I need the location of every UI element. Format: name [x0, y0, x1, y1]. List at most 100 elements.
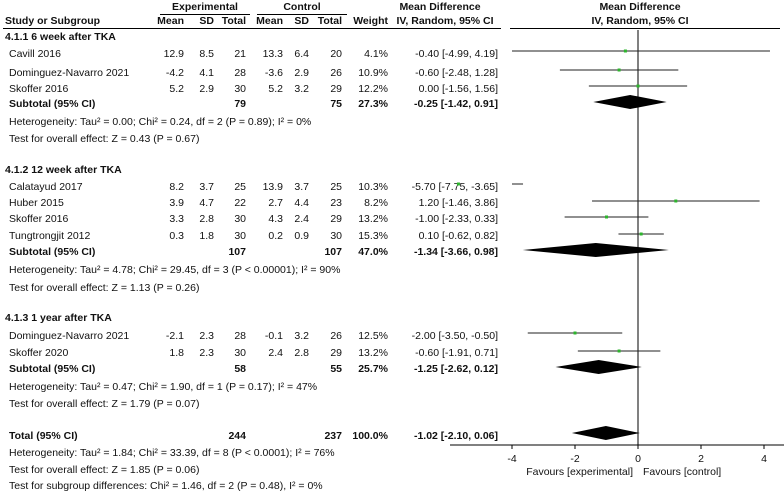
weight: 13.2% [358, 213, 388, 225]
exp-total: 22 [234, 197, 246, 209]
experimental-header: Experimental [172, 1, 238, 13]
ctl-mean: -0.1 [264, 330, 283, 342]
group-title: 4.1.1 6 week after TKA [5, 31, 116, 43]
ctl-mean: 2.4 [268, 347, 283, 359]
ctl-sd: 2.4 [294, 213, 309, 225]
exp-total: 28 [234, 330, 246, 342]
study-point-estimate [617, 68, 621, 72]
subtotal-label: Subtotal (95% CI) [9, 246, 96, 258]
exp-total: 21 [234, 48, 246, 60]
weight: 4.1% [364, 48, 388, 60]
ctl-mean: 0.2 [268, 230, 283, 242]
exp-total: 28 [234, 67, 246, 79]
ci-text: -0.40 [-4.99, 4.19] [415, 48, 498, 60]
weight: 25.7% [358, 363, 388, 375]
favours-experimental-label: Favours [experimental] [526, 466, 633, 478]
study-point-estimate [573, 331, 577, 335]
exp-sd: 2.9 [199, 83, 214, 95]
ctl-total: 25 [330, 181, 342, 193]
subtotal-label: Subtotal (95% CI) [9, 363, 96, 375]
exp-total: 244 [228, 430, 246, 442]
ctl-total-header: Total [317, 15, 342, 27]
weight: 8.2% [364, 197, 388, 209]
weight-header: Weight [353, 15, 388, 27]
ctl-total: 20 [330, 48, 342, 60]
weight: 12.2% [358, 83, 388, 95]
weight: 100.0% [352, 430, 388, 442]
ctl-mean: 4.3 [268, 213, 283, 225]
subtotal-label: Subtotal (95% CI) [9, 98, 96, 110]
weight: 12.5% [358, 330, 388, 342]
study-name: Tungtrongjit 2012 [9, 230, 91, 242]
ci-text: -1.02 [-2.10, 0.06] [413, 430, 498, 442]
weight: 10.9% [358, 67, 388, 79]
md-header-method: IV, Random, 95% CI [396, 15, 494, 27]
study-name: Dominguez-Navarro 2021 [9, 330, 130, 342]
ctl-total: 237 [324, 430, 342, 442]
ci-text: 0.00 [-1.56, 1.56] [418, 83, 498, 95]
ctl-total: 23 [330, 197, 342, 209]
study-name: Dominguez-Navarro 2021 [9, 67, 130, 79]
exp-sd: 8.5 [199, 48, 214, 60]
study-point-estimate [623, 49, 627, 53]
total-overall-effect-text: Test for overall effect: Z = 1.85 (P = 0… [9, 464, 200, 476]
exp-sd: 2.3 [199, 347, 214, 359]
plot-header-title: Mean Difference [599, 1, 681, 13]
exp-sd: 3.7 [199, 181, 214, 193]
ctl-total: 75 [330, 98, 342, 110]
exp-total: 30 [234, 347, 246, 359]
ctl-mean: 13.9 [262, 181, 283, 193]
study-point-estimate [617, 349, 621, 353]
subtotal-diamond [522, 243, 669, 257]
exp-mean: 5.2 [169, 83, 184, 95]
exp-total: 25 [234, 181, 246, 193]
x-axis-tick-label: 4 [761, 453, 767, 465]
study-name: Skoffer 2020 [9, 347, 69, 359]
overall-diamond [571, 426, 640, 440]
ctl-total: 29 [330, 347, 342, 359]
exp-sd: 2.8 [199, 213, 214, 225]
control-underline [257, 14, 347, 15]
ctl-sd: 2.8 [294, 347, 309, 359]
weight: 13.2% [358, 347, 388, 359]
study-name: Skoffer 2016 [9, 213, 69, 225]
exp-mean: 12.9 [163, 48, 184, 60]
group-title: 4.1.2 12 week after TKA [5, 164, 122, 176]
exp-mean: 1.8 [169, 347, 184, 359]
md-header-title: Mean Difference [399, 1, 481, 13]
ctl-total: 29 [330, 213, 342, 225]
ctl-total: 55 [330, 363, 342, 375]
study-point-estimate [456, 182, 460, 186]
x-axis-tick-label: -2 [570, 453, 579, 465]
ci-text: -1.34 [-3.66, 0.98] [413, 246, 498, 258]
exp-mean: -2.1 [165, 330, 184, 342]
weight: 10.3% [358, 181, 388, 193]
exp-mean: 0.3 [169, 230, 184, 242]
total-heterogeneity-text: Heterogeneity: Tau² = 1.84; Chi² = 33.39… [9, 447, 335, 459]
subtotal-diamond [593, 95, 667, 109]
x-axis-tick-label: 0 [635, 453, 641, 465]
ctl-mean: -3.6 [264, 67, 283, 79]
overall-effect-text: Test for overall effect: Z = 1.13 (P = 0… [9, 282, 200, 294]
exp-sd: 4.1 [199, 67, 214, 79]
ctl-mean: 2.7 [268, 197, 283, 209]
ci-text: -0.60 [-2.48, 1.28] [415, 67, 498, 79]
total-label: Total (95% CI) [9, 430, 78, 442]
study-point-estimate [605, 215, 608, 219]
exp-total: 30 [234, 213, 246, 225]
exp-total: 30 [234, 230, 246, 242]
study-point-estimate [636, 84, 640, 88]
ctl-total: 30 [330, 230, 342, 242]
ctl-sd: 3.2 [294, 330, 309, 342]
x-axis-tick-label: 2 [698, 453, 704, 465]
ctl-mean-header: Mean [256, 15, 283, 27]
ctl-sd: 4.4 [294, 197, 309, 209]
study-point-estimate [639, 232, 643, 236]
heterogeneity-text: Heterogeneity: Tau² = 0.47; Chi² = 1.90,… [9, 381, 318, 393]
experimental-underline [160, 14, 250, 15]
ci-text: -2.00 [-3.50, -0.50] [411, 330, 498, 342]
weight: 27.3% [358, 98, 388, 110]
control-header: Control [283, 1, 321, 13]
exp-mean: 3.3 [169, 213, 184, 225]
exp-total: 79 [234, 98, 246, 110]
